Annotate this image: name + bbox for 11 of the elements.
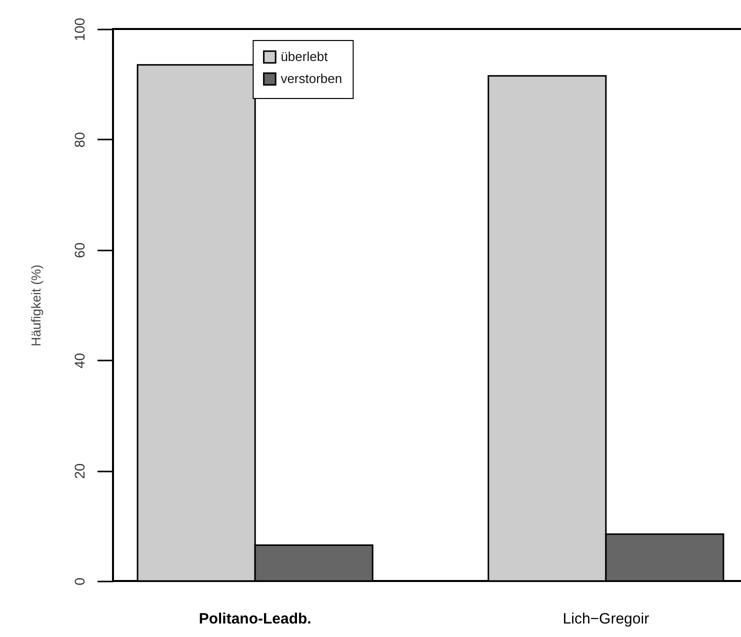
y-tick-label: 0 — [72, 577, 88, 586]
y-tick-label: 100 — [72, 18, 88, 42]
y-tick-label: 40 — [72, 352, 88, 368]
y-tick-label: 20 — [72, 463, 88, 479]
y-tick-label: 80 — [72, 132, 88, 148]
x-tick-label: Lich−Gregoir — [562, 610, 650, 628]
y-axis-title: Häufigkeit (%) — [28, 264, 44, 346]
legend-label: verstorben — [280, 71, 342, 86]
legend-label: überlebt — [280, 49, 328, 64]
x-tick-label: Politano-Leadb. — [198, 610, 312, 628]
y-tick-label: 60 — [72, 242, 88, 258]
